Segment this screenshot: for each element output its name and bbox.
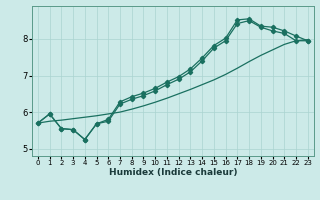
X-axis label: Humidex (Indice chaleur): Humidex (Indice chaleur) (108, 168, 237, 177)
